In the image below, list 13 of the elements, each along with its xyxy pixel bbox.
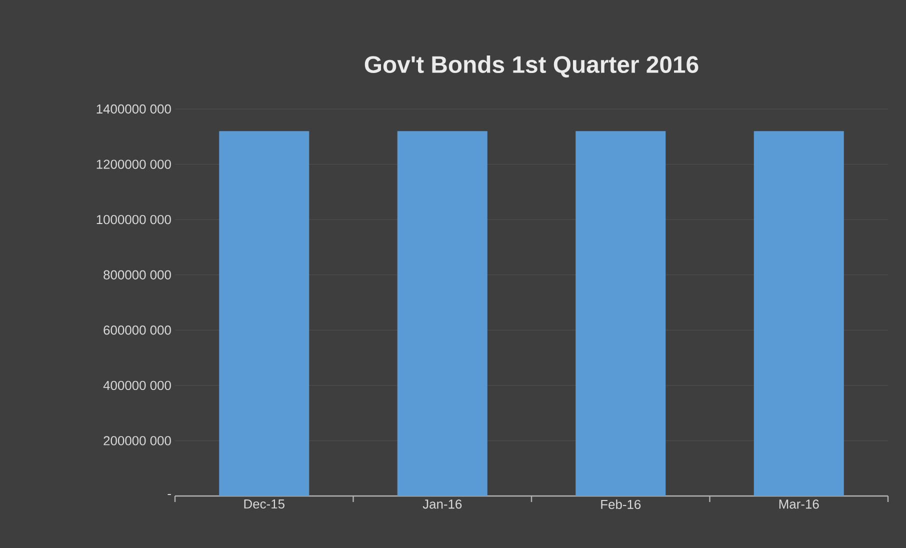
y-tick-label: 800000 000: [104, 270, 171, 280]
y-tick-label: 600000 000: [104, 326, 171, 335]
x-tick-label: Feb-16: [601, 500, 641, 510]
y-tick-label: 400000 000: [103, 380, 171, 390]
x-tick-label: Dec-15: [244, 500, 284, 509]
y-tick-label: 1200000 000: [96, 160, 171, 169]
y-tick-label: -: [168, 494, 171, 496]
chart-title: Gov't Bonds 1st Quarter 2016: [364, 55, 698, 78]
y-tick-label: 1400000 000: [96, 104, 171, 114]
y-tick-label: 1000000 000: [96, 214, 171, 224]
y-tick-label: 200000 000: [104, 436, 171, 446]
x-tick-label: Jan-16: [422, 500, 462, 509]
x-tick-label: Mar-16: [779, 500, 819, 509]
